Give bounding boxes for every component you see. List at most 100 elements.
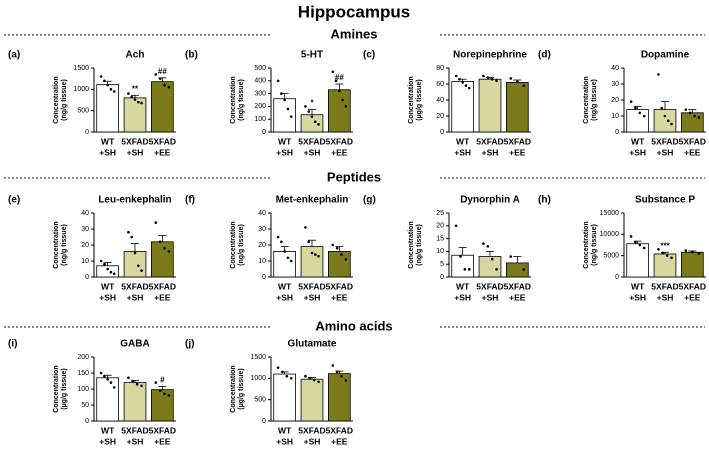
data-point xyxy=(106,378,109,381)
y-axis-label: (ng/g tissue) xyxy=(238,79,245,121)
data-point xyxy=(344,258,348,261)
y-axis-label: (ng/g tissue) xyxy=(238,224,245,266)
x-tick-label: +SH xyxy=(482,292,499,302)
x-tick-label: WT xyxy=(278,425,292,435)
data-point xyxy=(657,247,660,251)
data-point xyxy=(127,376,130,380)
y-tick-label: 300 xyxy=(254,90,266,97)
y-tick-label: 100 xyxy=(77,386,89,393)
data-point xyxy=(163,83,166,87)
x-tick-label: WT xyxy=(456,136,470,146)
y-tick-label: 20 xyxy=(436,223,444,230)
y-tick-label: 5 xyxy=(440,261,444,268)
panel-label: (e) xyxy=(8,195,20,206)
data-point xyxy=(99,259,103,263)
data-point xyxy=(331,364,335,367)
y-tick-label: 10 xyxy=(258,258,266,265)
data-point xyxy=(344,379,348,382)
x-tick-label: 5XFAD xyxy=(476,281,503,291)
data-point xyxy=(103,374,106,378)
data-point xyxy=(331,243,335,247)
x-tick-label: +SH xyxy=(629,147,646,157)
y-tick-label: 0 xyxy=(262,274,266,281)
data-point xyxy=(131,379,135,383)
data-point xyxy=(313,120,317,124)
x-tick-label: +SH xyxy=(99,147,116,157)
data-point xyxy=(642,246,646,250)
data-point xyxy=(495,79,498,83)
panel-label: (a) xyxy=(8,50,20,61)
bar xyxy=(150,389,174,422)
y-axis-label: (ng/g tissue) xyxy=(591,79,598,121)
x-tick-label: +SH xyxy=(304,147,321,157)
y-tick-label: 1500 xyxy=(250,354,266,361)
y-tick-label: 200 xyxy=(77,354,89,361)
data-point xyxy=(317,380,320,384)
data-point xyxy=(286,256,290,260)
data-point xyxy=(317,123,320,126)
bar xyxy=(96,377,119,422)
x-tick-label: +SH xyxy=(127,436,144,446)
x-tick-label: 5XFAD xyxy=(679,136,706,146)
data-point xyxy=(289,377,293,380)
y-axis-label: Concentration xyxy=(53,221,60,268)
y-axis-label: Concentration xyxy=(408,76,415,123)
data-point xyxy=(112,272,116,276)
y-axis-label: (µg/g tissue) xyxy=(238,368,245,409)
y-axis-label: (ng/g tissue) xyxy=(61,79,68,121)
data-point xyxy=(522,268,526,271)
data-point xyxy=(130,95,134,99)
data-point xyxy=(133,98,137,101)
y-axis-label: Concentration xyxy=(230,76,237,123)
data-point xyxy=(509,77,513,80)
data-point xyxy=(340,253,343,256)
data-point xyxy=(670,122,673,126)
data-point xyxy=(286,107,290,111)
data-point xyxy=(106,267,109,271)
x-tick-label: +EE xyxy=(509,147,526,157)
bar xyxy=(478,78,502,133)
data-point xyxy=(112,386,116,389)
section-title: Amines xyxy=(331,26,378,41)
x-tick-label: WT xyxy=(631,136,645,146)
y-axis-label: Concentration xyxy=(408,221,415,268)
y-tick-label: 40 xyxy=(611,65,619,72)
x-tick-label: +SH xyxy=(276,147,293,157)
data-point xyxy=(670,256,673,260)
data-point xyxy=(280,240,283,244)
y-tick-label: 1500 xyxy=(73,65,89,72)
x-tick-label: 5XFAD xyxy=(476,136,503,146)
x-tick-label: WT xyxy=(456,281,470,291)
y-axis-label: (µg/g tissue) xyxy=(416,79,423,120)
y-tick-label: 20 xyxy=(611,97,619,104)
y-tick-label: 5000 xyxy=(603,253,619,260)
data-point xyxy=(127,92,130,95)
x-tick-label: +SH xyxy=(99,436,116,446)
bar xyxy=(300,246,324,278)
data-point xyxy=(304,105,307,108)
data-point xyxy=(158,389,162,392)
data-point xyxy=(140,269,143,272)
data-point xyxy=(304,374,307,378)
section-title: Peptides xyxy=(327,169,381,184)
data-point xyxy=(634,240,637,244)
panel-title: Dynorphin A xyxy=(460,195,520,206)
bar xyxy=(96,265,119,278)
data-point xyxy=(691,250,694,254)
bar xyxy=(626,109,650,133)
y-tick-label: 500 xyxy=(254,65,266,72)
data-point xyxy=(486,76,490,79)
data-point xyxy=(167,85,171,89)
x-tick-label: 5XFAD xyxy=(149,281,176,291)
x-tick-label: 5XFAD xyxy=(651,281,678,291)
data-point xyxy=(516,80,519,83)
data-point xyxy=(486,244,490,248)
data-point xyxy=(660,106,664,110)
data-point xyxy=(629,100,633,103)
y-tick-label: 0 xyxy=(440,129,444,136)
x-tick-label: WT xyxy=(631,281,645,291)
data-point xyxy=(522,84,526,87)
data-point xyxy=(665,254,669,257)
bar xyxy=(681,112,704,133)
panel-title: 5-HT xyxy=(301,50,323,61)
